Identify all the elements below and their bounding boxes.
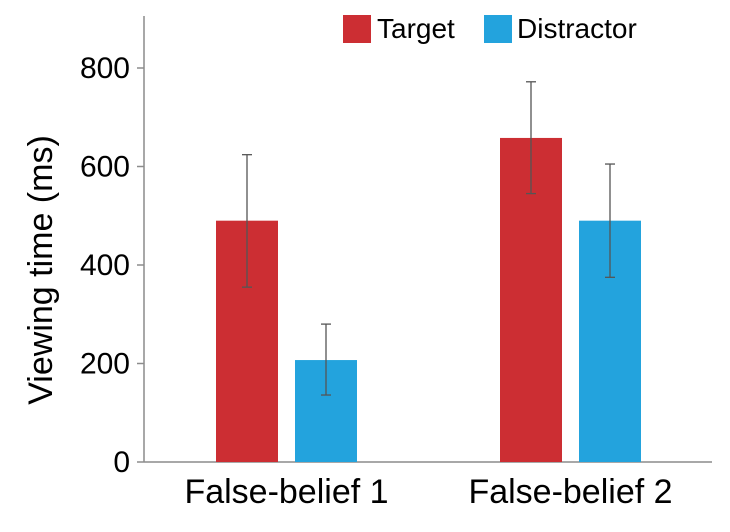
y-tick-label: 200 — [80, 348, 130, 381]
legend-label: Target — [377, 13, 455, 44]
legend: Target Distractor — [343, 13, 637, 44]
error-bar-target-1 — [242, 154, 252, 288]
error-bar-target-2 — [526, 81, 536, 195]
legend-swatch — [484, 15, 512, 43]
legend-item-distractor: Distractor — [484, 13, 637, 44]
x-tick-label: False-belief 2 — [468, 473, 672, 511]
y-ticks: 0 200 400 600 800 — [80, 52, 144, 479]
y-tick-label: 400 — [80, 249, 130, 282]
x-tick-label: False-belief 1 — [184, 473, 388, 511]
legend-swatch — [343, 15, 371, 43]
y-tick-label: 0 — [113, 446, 130, 479]
error-bars — [242, 81, 615, 396]
y-axis-label: Viewing time (ms) — [22, 135, 60, 405]
legend-item-target: Target — [343, 13, 455, 44]
error-bar-distractor-2 — [605, 163, 615, 278]
legend-label: Distractor — [517, 13, 637, 44]
y-tick-label: 800 — [80, 52, 130, 85]
bars — [216, 137, 641, 462]
x-tick-labels: False-belief 1 False-belief 2 — [184, 473, 672, 511]
error-bar-distractor-1 — [321, 323, 331, 396]
y-tick-label: 600 — [80, 151, 130, 184]
